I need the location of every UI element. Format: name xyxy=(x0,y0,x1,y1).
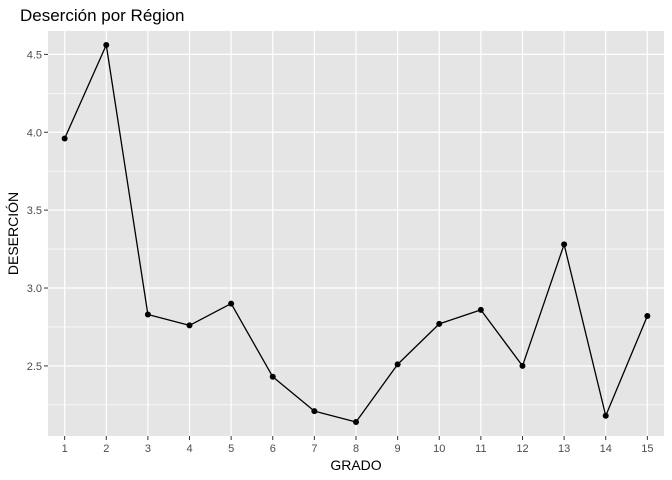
data-point xyxy=(436,320,443,327)
x-tick-label: 4 xyxy=(186,443,192,455)
x-tick-label: 11 xyxy=(475,443,486,455)
major-gridlines xyxy=(48,31,664,436)
data-point xyxy=(477,306,484,313)
data-point xyxy=(269,373,276,380)
x-tick-label: 14 xyxy=(600,443,612,455)
data-point xyxy=(311,408,318,415)
y-tick-label: 3.5 xyxy=(27,205,42,217)
data-point xyxy=(602,412,609,419)
x-tick-label: 1 xyxy=(62,443,68,455)
data-point xyxy=(644,313,651,320)
data-point xyxy=(144,311,151,318)
data-point xyxy=(519,362,526,369)
data-point xyxy=(561,241,568,248)
x-tick-label: 5 xyxy=(228,443,234,455)
data-point xyxy=(228,300,235,307)
y-tick-label: 4.5 xyxy=(27,49,42,61)
data-point xyxy=(353,418,359,425)
x-tick-label: 10 xyxy=(433,443,445,455)
data-point xyxy=(394,361,401,368)
data-point xyxy=(103,42,110,49)
x-tick-label: 13 xyxy=(558,443,570,455)
x-tick-label: 8 xyxy=(353,443,359,455)
x-tick-label: 3 xyxy=(145,443,151,455)
x-tick-label: 6 xyxy=(270,443,276,455)
x-axis-title: GRADO xyxy=(330,457,381,473)
x-tick-label: 7 xyxy=(311,443,317,455)
data-point xyxy=(61,135,68,142)
series-group xyxy=(61,42,651,425)
x-tick-label: 9 xyxy=(395,443,401,455)
y-tick-label: 3.0 xyxy=(27,283,42,295)
x-tick-label: 12 xyxy=(516,443,528,455)
data-point xyxy=(186,322,193,329)
x-tick-label: 15 xyxy=(641,443,653,455)
chart-title: Deserción por Région xyxy=(20,6,184,25)
y-axis-title: DESERCIÓN xyxy=(5,192,21,275)
y-tick-label: 2.5 xyxy=(27,361,42,373)
x-axis: 1 2 3 4 5 6 7 8 9 10 11 12 13 14 15 xyxy=(62,436,653,455)
y-axis: 2.5 3.0 3.5 4.0 4.5 xyxy=(27,49,48,373)
x-tick-label: 2 xyxy=(103,443,109,455)
y-tick-label: 4.0 xyxy=(27,127,42,139)
